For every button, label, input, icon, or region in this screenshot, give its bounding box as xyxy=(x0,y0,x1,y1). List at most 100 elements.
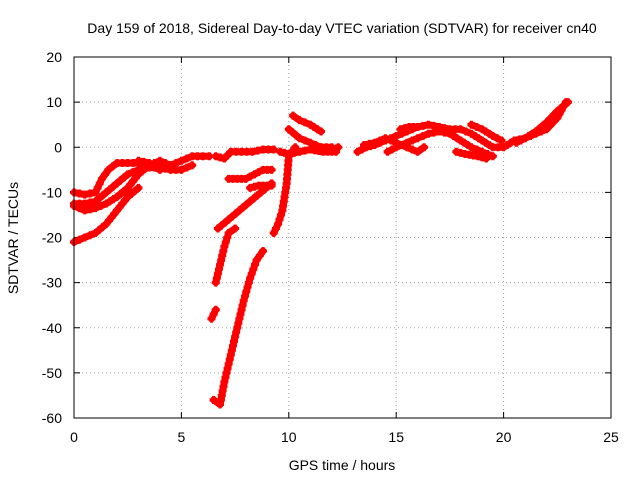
x-tick-label: 0 xyxy=(70,429,78,445)
series-track-i xyxy=(246,181,276,192)
y-axis-label: SDTVAR / TECUs xyxy=(5,182,21,294)
data-point xyxy=(300,118,309,127)
x-tick-label: 25 xyxy=(603,429,619,445)
data-point xyxy=(408,145,417,154)
data-point xyxy=(134,183,143,192)
data-point xyxy=(561,98,570,107)
data-point xyxy=(413,134,422,143)
data-point xyxy=(91,188,100,197)
series-track-x xyxy=(512,98,570,147)
data-point xyxy=(493,134,502,143)
data-point xyxy=(101,170,110,179)
data-point xyxy=(488,131,497,140)
data-point xyxy=(259,247,268,256)
data-point xyxy=(482,154,491,163)
y-tick-label: 0 xyxy=(54,139,62,155)
data-point xyxy=(467,143,476,152)
data-point xyxy=(332,147,341,156)
series-track-g xyxy=(224,165,276,183)
data-point xyxy=(241,174,250,183)
data-point xyxy=(209,310,218,319)
y-tick-label: -40 xyxy=(42,320,62,336)
data-point xyxy=(317,127,326,136)
plot-data xyxy=(70,98,573,409)
series-track-o xyxy=(289,111,326,136)
data-point xyxy=(224,228,233,237)
data-point xyxy=(353,147,362,156)
plot-frame xyxy=(73,56,612,419)
data-point xyxy=(155,156,164,165)
data-point xyxy=(209,395,218,404)
data-point xyxy=(267,165,276,174)
data-point xyxy=(472,145,481,154)
data-point xyxy=(96,201,105,210)
data-point xyxy=(467,120,476,129)
y-tick-label: -50 xyxy=(42,365,62,381)
series-track-f xyxy=(211,145,278,163)
data-point xyxy=(182,163,191,172)
data-point xyxy=(145,159,154,168)
data-point xyxy=(300,136,309,145)
data-point xyxy=(370,138,379,147)
data-point xyxy=(537,127,546,136)
data-point xyxy=(123,170,132,179)
data-point xyxy=(472,122,481,131)
series-track-k xyxy=(207,305,220,323)
x-tick-label: 5 xyxy=(178,429,186,445)
data-point xyxy=(488,152,497,161)
data-point xyxy=(246,172,255,181)
data-point xyxy=(252,256,261,265)
data-point xyxy=(289,111,298,120)
data-point xyxy=(104,165,113,174)
data-point xyxy=(387,145,396,154)
data-point xyxy=(419,131,428,140)
data-point xyxy=(207,314,216,323)
y-tick-label: -60 xyxy=(42,410,62,426)
data-point xyxy=(413,122,422,131)
data-point xyxy=(376,136,385,145)
data-point xyxy=(255,251,264,260)
data-point xyxy=(267,181,276,190)
chart-title: Day 159 of 2018, Sidereal Day-to-day VTE… xyxy=(87,20,597,36)
data-point xyxy=(306,138,315,147)
series-track-u xyxy=(396,122,422,134)
data-point xyxy=(392,131,401,140)
data-point xyxy=(182,154,191,163)
data-point xyxy=(177,156,186,165)
data-point xyxy=(531,129,540,138)
data-point xyxy=(295,116,304,125)
tick-labels: 0 5 10 15 20 25 -60 -50 -40 -30 -20 -10 0 10 20 xyxy=(42,49,619,445)
y-tick-label: 10 xyxy=(46,94,62,110)
data-point xyxy=(75,204,84,213)
data-point xyxy=(381,134,390,143)
data-point xyxy=(516,136,525,145)
data-point xyxy=(250,260,259,269)
data-point xyxy=(249,265,258,274)
x-tick-label: 20 xyxy=(496,429,512,445)
series-track-d xyxy=(70,183,143,247)
data-point xyxy=(75,235,84,244)
series-track-m xyxy=(269,143,300,237)
data-point xyxy=(108,162,117,171)
series-track-j xyxy=(211,224,240,287)
data-point xyxy=(413,147,422,156)
data-point xyxy=(188,161,197,170)
data-point xyxy=(95,179,104,188)
data-point xyxy=(250,170,259,179)
data-point xyxy=(246,274,255,283)
data-point xyxy=(397,140,406,149)
data-point xyxy=(231,224,240,233)
data-point xyxy=(462,127,471,136)
data-point xyxy=(269,145,278,154)
series-track-s xyxy=(359,134,429,156)
data-point xyxy=(383,147,392,156)
grid-lines xyxy=(74,57,611,418)
data-point xyxy=(86,231,95,240)
data-point xyxy=(521,134,530,143)
data-point xyxy=(408,136,417,145)
series-track-w xyxy=(467,120,506,145)
data-point xyxy=(392,143,401,152)
data-point xyxy=(497,136,506,145)
x-tick-label: 10 xyxy=(281,429,297,445)
data-point xyxy=(271,224,280,233)
